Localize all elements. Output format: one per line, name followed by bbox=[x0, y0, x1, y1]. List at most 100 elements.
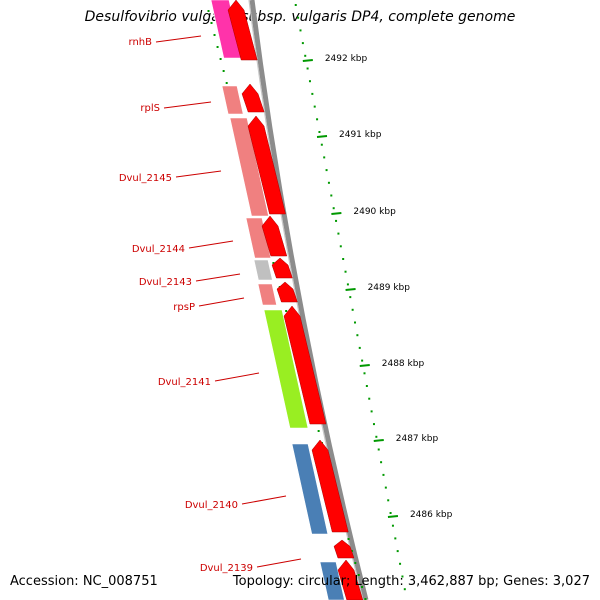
outer-tick-dot bbox=[375, 435, 378, 438]
outer-tick-dot bbox=[311, 92, 314, 95]
outer-tick-dot bbox=[308, 80, 311, 83]
inner-tick-dot bbox=[225, 82, 228, 84]
outer-tick-dot bbox=[372, 423, 375, 426]
inner-tick-dot bbox=[347, 538, 350, 540]
major-tick bbox=[316, 135, 328, 138]
cds-arrow bbox=[276, 281, 298, 303]
outer-tick-dot bbox=[365, 385, 368, 387]
gene-label-leader bbox=[155, 35, 202, 43]
gene-label-leader bbox=[163, 101, 212, 109]
outer-tick-dot bbox=[389, 512, 392, 514]
cds-arrow bbox=[283, 305, 327, 425]
outer-tick-dot bbox=[297, 16, 300, 19]
accession-text: Accession: NC_008751 bbox=[10, 574, 158, 589]
major-tick bbox=[359, 364, 370, 367]
outer-tick-dot bbox=[370, 410, 373, 413]
major-tick bbox=[345, 288, 356, 291]
gene-label: Dvul_2145 bbox=[119, 173, 172, 184]
gene-feature bbox=[319, 561, 345, 600]
outer-tick-dot bbox=[330, 194, 333, 197]
gene-label-leader bbox=[256, 558, 302, 568]
outer-tick-dot bbox=[335, 219, 338, 222]
inner-tick-dot bbox=[350, 550, 353, 552]
inner-tick-dot bbox=[357, 574, 360, 576]
cds-arrow bbox=[227, 0, 258, 61]
outer-tick-dot bbox=[349, 296, 352, 299]
major-tick bbox=[302, 59, 313, 62]
inner-tick-dot bbox=[285, 310, 288, 312]
gene-feature bbox=[291, 443, 329, 535]
cds-arrow bbox=[271, 257, 293, 279]
outer-tick-dot bbox=[332, 207, 335, 210]
outer-tick-dot bbox=[377, 448, 380, 451]
gene-label: Dvul_2144 bbox=[132, 244, 185, 255]
outer-tick-dot bbox=[342, 258, 345, 260]
outer-tick-dot bbox=[320, 143, 323, 146]
gene-feature bbox=[253, 259, 273, 281]
outer-tick-dot bbox=[304, 54, 307, 57]
inner-tick-dot bbox=[207, 10, 210, 12]
outer-tick-dot bbox=[358, 346, 361, 349]
outer-tick-dot bbox=[399, 562, 402, 565]
outer-tick-dot bbox=[394, 537, 397, 540]
outer-tick-dot bbox=[299, 29, 302, 32]
gene-label: Dvul_2143 bbox=[139, 277, 192, 288]
gene-label-leader bbox=[198, 297, 245, 307]
inner-tick-dot bbox=[317, 430, 320, 432]
tick-label: 2490 kbp bbox=[353, 207, 396, 217]
cds-arrow bbox=[241, 83, 265, 113]
outer-tick-dot bbox=[387, 499, 390, 502]
gene-label: rnhB bbox=[129, 37, 153, 48]
inner-tick-dot bbox=[213, 34, 216, 36]
outer-tick-dot bbox=[325, 169, 328, 172]
inner-tick-dot bbox=[222, 70, 225, 72]
tick-label: 2489 kbp bbox=[368, 283, 411, 293]
outer-tick-dot bbox=[391, 524, 394, 527]
outer-tick-dot bbox=[403, 588, 406, 591]
outer-tick-dot bbox=[323, 156, 326, 159]
outer-tick-dot bbox=[316, 118, 319, 121]
cds-features-right bbox=[227, 0, 364, 600]
outer-tick-dot bbox=[294, 4, 297, 6]
inner-tick-dot bbox=[364, 598, 367, 600]
outer-tick-dot bbox=[318, 131, 321, 133]
inner-tick-dot bbox=[216, 46, 219, 48]
cds-arrow bbox=[333, 539, 355, 559]
major-tick bbox=[331, 212, 342, 215]
inner-tick-dot bbox=[272, 262, 275, 264]
tick-label: 2491 kbp bbox=[339, 130, 382, 140]
outer-tick-dot bbox=[339, 245, 342, 248]
inner-tick-dot bbox=[361, 586, 364, 588]
outer-tick-dot bbox=[368, 397, 371, 400]
tick-label: 2487 kbp bbox=[396, 434, 439, 444]
gene-feature bbox=[245, 217, 272, 259]
outer-tick-dot bbox=[301, 42, 304, 45]
outer-tick-dot bbox=[327, 181, 330, 184]
outer-tick-dot bbox=[351, 308, 354, 311]
map-title: Desulfovibrio vulgaris subsp. vulgaris D… bbox=[84, 9, 516, 25]
tick-label: 2486 kbp bbox=[410, 510, 453, 520]
gene-labels: rnhB rplS Dvul_2145 Dvul_2144 Dvul_2143 rpsP D… bbox=[119, 35, 302, 574]
outer-tick-dot bbox=[313, 105, 316, 108]
inner-tick-dot bbox=[210, 22, 213, 24]
gene-features-left bbox=[210, 0, 345, 600]
outer-tick-dot bbox=[361, 359, 364, 362]
cds-arrow bbox=[261, 215, 288, 257]
cds-arrow bbox=[337, 559, 364, 600]
inner-tick-dot bbox=[354, 562, 357, 564]
gene-label: Dvul_2140 bbox=[185, 500, 238, 511]
outer-tick-dot bbox=[380, 461, 383, 464]
outer-tick-dot bbox=[396, 550, 399, 553]
outer-tick-dot bbox=[356, 334, 359, 337]
outer-tick-dot bbox=[337, 232, 340, 235]
gene-label: Dvul_2139 bbox=[200, 563, 253, 574]
major-tick bbox=[373, 439, 384, 442]
gene-label-leader bbox=[195, 273, 241, 282]
gene-label: rplS bbox=[140, 103, 160, 114]
gene-label: Dvul_2141 bbox=[158, 377, 211, 388]
cds-arrow bbox=[311, 439, 349, 533]
inner-tick-dot bbox=[219, 58, 222, 60]
tick-label: 2492 kbp bbox=[325, 54, 368, 64]
genome-backbone bbox=[249, 0, 369, 600]
